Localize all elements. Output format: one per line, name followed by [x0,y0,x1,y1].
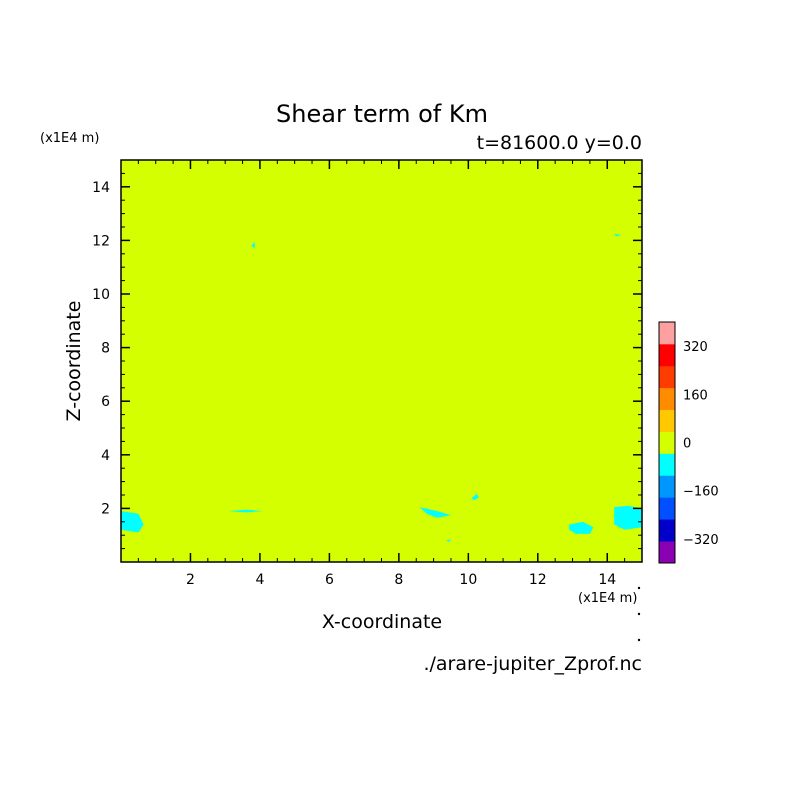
colorbar-label: −160 [683,485,719,500]
plot-frame [120,159,643,563]
y-axis-label: Z-coordinate [63,301,85,422]
x-tick-label: 4 [255,572,264,588]
y-tick-label: 4 [101,448,110,464]
contour-region [569,521,594,534]
colorbar-swatch [659,343,675,367]
colorbar-swatch [659,497,675,520]
y-tick-label: 12 [92,233,110,249]
source-filename: ./arare-jupiter_Zprof.nc [423,653,642,675]
x-tick-label: 14 [598,572,616,588]
y-tick-label: 14 [92,180,110,196]
contour-region [471,493,479,501]
colorbar-label: 160 [683,388,708,403]
x-tick-label: 10 [459,572,477,588]
x-axis: 2 4 6 8 10 12 14 [137,160,626,588]
y-tick-label: 10 [92,287,110,303]
marker-dot [637,586,641,590]
field-layer [121,160,642,562]
x-tick-label: 8 [394,572,403,588]
colorbar-swatch [659,409,675,432]
contour-region [228,509,264,513]
y-axis: 2 4 6 8 10 12 14 [92,172,642,550]
x-tick-label: 6 [325,572,334,588]
colorbar-swatch [659,431,675,454]
contour-region [419,507,451,518]
x-tick-label: 2 [186,572,195,588]
colorbar-swatch [659,475,675,498]
colorbar-label: 0 [683,437,691,452]
contour-region [614,505,642,530]
chart-title: Shear term of Km [276,100,488,128]
colorbar-frame [658,321,676,564]
colorbar-swatch [659,365,675,389]
colorbar-swatch [659,541,675,564]
colorbar-swatch [659,387,675,411]
y-axis-unit: (x1E4 m) [40,131,99,146]
contour-region [445,539,451,542]
colorbar: −320 −160 0 160 320 [658,321,719,564]
marker-dot [637,612,641,616]
y-tick-label: 6 [101,394,110,410]
contour-region [251,241,255,249]
colorbar-swatch [659,519,675,542]
contour-region [614,233,622,237]
field-background [121,160,642,562]
y-tick-label: 8 [101,341,110,357]
chart-subtitle: t=81600.0 y=0.0 [477,132,642,154]
y-tick-label: 2 [101,501,110,517]
marker-dot [637,638,641,642]
colorbar-label: −320 [683,533,719,548]
x-tick-label: 12 [529,572,547,588]
x-axis-unit: (x1E4 m) [578,591,637,606]
colorbar-label: 320 [683,340,708,355]
colorbar-swatch [659,322,675,345]
contour-region [121,511,144,533]
x-axis-label: X-coordinate [322,611,442,633]
colorbar-swatch [659,453,675,476]
